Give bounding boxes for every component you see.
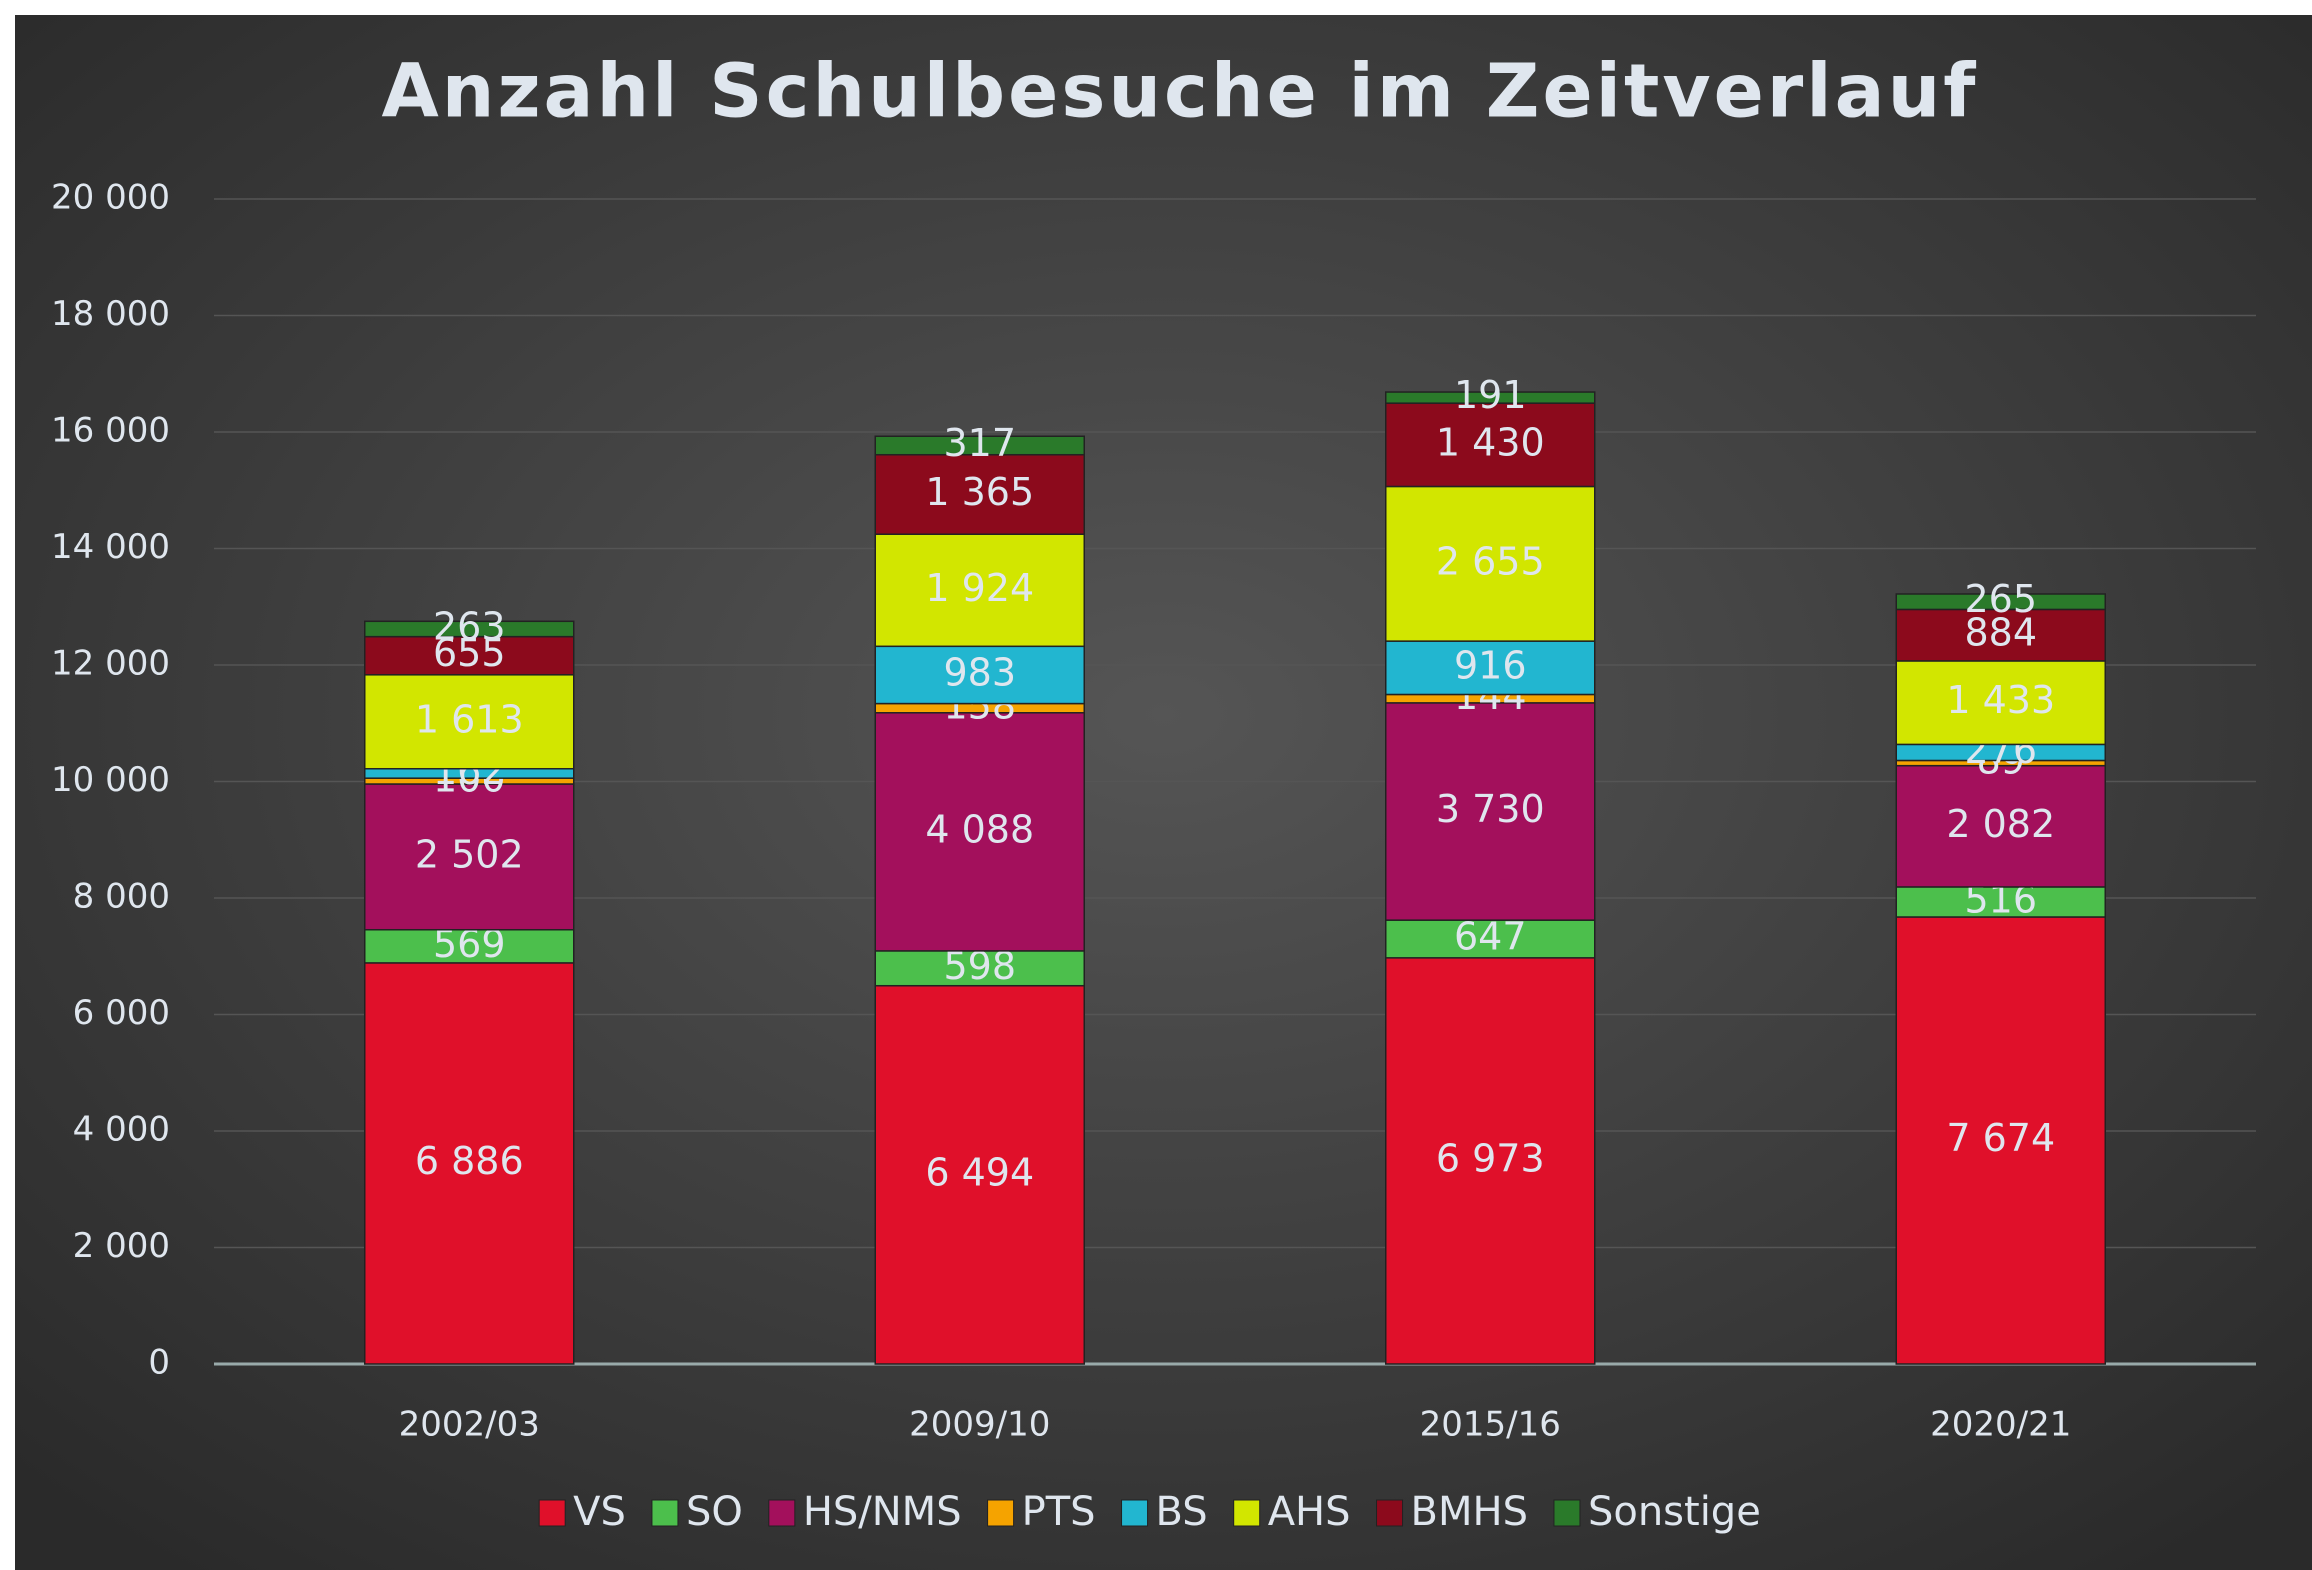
- data-label: 1 924: [925, 566, 1034, 610]
- legend-label: BS: [1156, 1489, 1208, 1535]
- y-tick-label: 10 000: [51, 760, 170, 800]
- data-label: 4 088: [925, 807, 1034, 851]
- data-label: 7 674: [1946, 1116, 2055, 1160]
- bar-segment: [1385, 957, 1596, 1365]
- bar-segment: [364, 928, 575, 964]
- bar-segment: [874, 435, 1085, 456]
- legend-label: BMHS: [1411, 1489, 1528, 1535]
- bar-segment: [1385, 919, 1596, 959]
- legend-swatch: [538, 1499, 566, 1527]
- chart-title: Anzahl Schulbesuche im Zeitverlauf: [382, 49, 1979, 135]
- y-tick-label: 2 000: [73, 1226, 170, 1266]
- x-tick-label: 2020/21: [1930, 1405, 2071, 1445]
- y-tick-label: 12 000: [51, 644, 170, 684]
- legend-swatch: [651, 1499, 679, 1527]
- bar-segment: [1385, 485, 1596, 642]
- bar-segment: [874, 533, 1085, 648]
- legend-swatch: [768, 1499, 796, 1527]
- bar-segment: [874, 453, 1085, 535]
- bar-segment: [874, 984, 1085, 1365]
- bar-segment: [874, 950, 1085, 987]
- data-label: 6 494: [925, 1150, 1034, 1194]
- data-label: 1 433: [1946, 678, 2055, 722]
- data-label: 1 365: [925, 470, 1034, 514]
- y-tick-label: 4 000: [73, 1110, 170, 1150]
- bar-segment: [364, 620, 575, 638]
- data-label: 2 655: [1436, 539, 1545, 583]
- legend-swatch: [1121, 1499, 1149, 1527]
- y-tick-label: 18 000: [51, 294, 170, 334]
- legend-swatch: [1376, 1499, 1404, 1527]
- data-label: 263: [433, 604, 506, 648]
- bar-segment: [1895, 660, 2106, 746]
- data-label: 983: [943, 650, 1016, 694]
- data-label: 647: [1454, 914, 1527, 958]
- data-label: 2 082: [1946, 802, 2055, 846]
- data-label: 191: [1454, 373, 1527, 417]
- legend-label: HS/NMS: [803, 1489, 962, 1535]
- bar-segment: [1385, 640, 1596, 696]
- data-label: 2 502: [415, 832, 524, 876]
- legend-swatch: [1553, 1499, 1581, 1527]
- data-label: 1 613: [415, 697, 524, 741]
- x-tick-label: 2009/10: [909, 1405, 1050, 1445]
- x-tick-label: 2002/03: [399, 1405, 540, 1445]
- bar-segment: [364, 635, 575, 676]
- legend-label: SO: [686, 1489, 743, 1535]
- bar-segment: [364, 674, 575, 770]
- bar-segment: [1385, 402, 1596, 488]
- bar-segment: [1385, 391, 1596, 404]
- legend-swatch: [1233, 1499, 1261, 1527]
- bar-segment: [1895, 916, 2106, 1365]
- x-tick-label: 2015/16: [1420, 1405, 1561, 1445]
- y-tick-label: 20 000: [51, 178, 170, 218]
- data-label: 1 430: [1436, 420, 1545, 464]
- data-label: 916: [1454, 643, 1527, 687]
- y-tick-label: 16 000: [51, 411, 170, 451]
- legend-label: Sonstige: [1588, 1489, 1761, 1535]
- bar-segment: [364, 962, 575, 1365]
- bar-segment: [364, 783, 575, 931]
- legend-label: AHS: [1268, 1489, 1351, 1535]
- legend-label: VS: [573, 1489, 626, 1535]
- data-label: 6 973: [1436, 1136, 1545, 1180]
- data-label: 655: [433, 631, 506, 675]
- data-label: 317: [943, 421, 1016, 465]
- data-label: 884: [1964, 611, 2037, 655]
- data-label: 3 730: [1436, 787, 1545, 831]
- bar-segment: [1895, 886, 2106, 918]
- data-label: 6 886: [415, 1139, 524, 1183]
- data-label: 265: [1964, 577, 2037, 621]
- bar-segment: [874, 645, 1085, 705]
- bar-segment: [1895, 608, 2106, 662]
- y-tick-label: 14 000: [51, 527, 170, 567]
- legend-label: PTS: [1022, 1489, 1096, 1535]
- legend-swatch: [987, 1499, 1015, 1527]
- bar-segment: [874, 712, 1085, 952]
- y-tick-label: 8 000: [73, 877, 170, 917]
- y-tick-label: 0: [148, 1343, 170, 1383]
- bar-segment: [1895, 593, 2106, 611]
- y-tick-label: 6 000: [73, 993, 170, 1033]
